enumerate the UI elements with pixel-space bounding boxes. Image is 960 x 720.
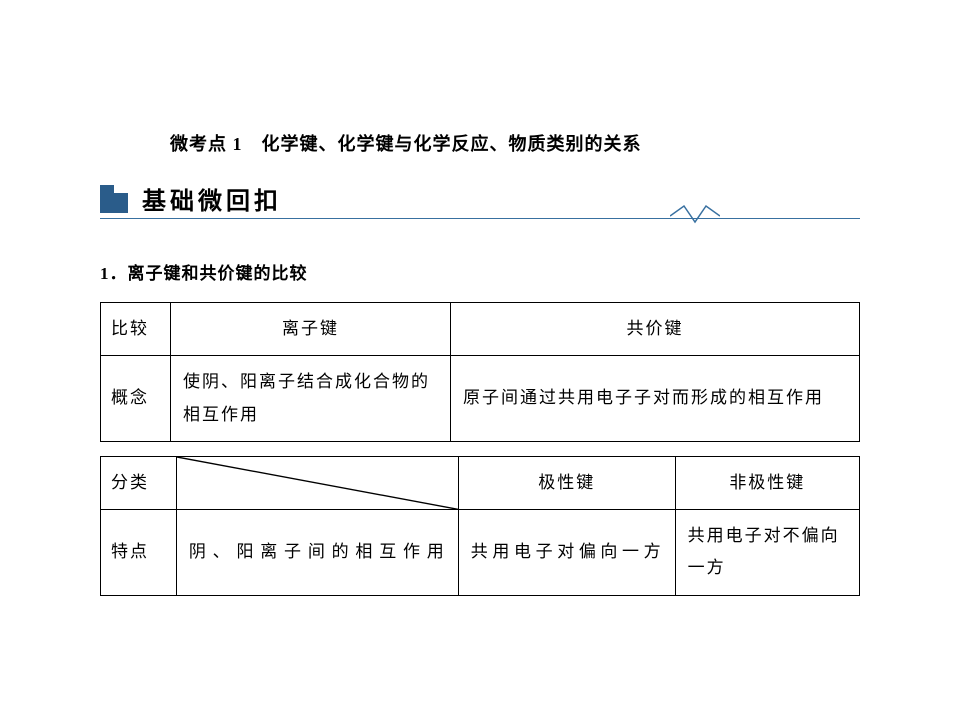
subheading: 1．离子键和共价键的比较 [100,259,860,284]
table-row: 概念 使阴、阳离子结合成化合物的相互作用 原子间通过共用电子子对而形成的相互作用 [101,356,860,442]
row-class-nonpolar: 非极性键 [675,456,859,509]
table-row: 比较 离子键 共价键 [101,303,860,356]
comparison-table-1: 比较 离子键 共价键 概念 使阴、阳离子结合成化合物的相互作用 原子间通过共用电… [100,302,860,442]
section-underline [100,218,860,219]
header-ionic: 离子键 [171,303,451,356]
table-row: 分类 极性键 非极性键 [101,456,860,509]
row-class-polar: 极性键 [458,456,675,509]
row-feature-polar: 共用电子对偏向一方 [458,510,675,596]
topic-title: 微考点 1 化学键、化学键与化学反应、物质类别的关系 [170,130,860,156]
section-header-text: 基础微回扣 [142,188,282,215]
row-feature-label: 特点 [101,510,177,596]
page-content: 微考点 1 化学键、化学键与化学反应、物质类别的关系 基础微回扣 1．离子键和共… [0,0,960,596]
section-header: 基础微回扣 [100,181,860,219]
section-icon [100,185,128,213]
diagonal-cell [176,456,458,509]
row-feature-nonpolar: 共用电子对不偏向一方 [675,510,859,596]
row-concept-ionic: 使阴、阳离子结合成化合物的相互作用 [171,356,451,442]
zigzag-icon [670,203,720,229]
row-concept-covalent: 原子间通过共用电子子对而形成的相互作用 [451,356,860,442]
header-compare: 比较 [101,303,171,356]
row-feature-ionic: 阴、阳离子间的相互作用 [176,510,458,596]
row-concept-label: 概念 [101,356,171,442]
comparison-table-2: 分类 极性键 非极性键 特点 阴、阳离子间的相互作用 共用电子对偏向一方 共用电… [100,456,860,596]
table-row: 特点 阴、阳离子间的相互作用 共用电子对偏向一方 共用电子对不偏向一方 [101,510,860,596]
row-class-label: 分类 [101,456,177,509]
header-covalent: 共价键 [451,303,860,356]
